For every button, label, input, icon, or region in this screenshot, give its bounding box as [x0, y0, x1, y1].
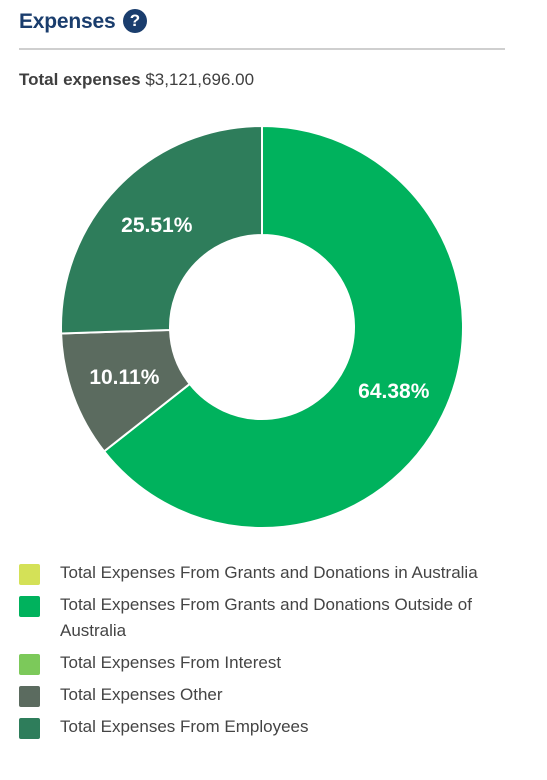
legend-label: Total Expenses Other — [60, 685, 223, 704]
legend-swatch — [19, 718, 40, 739]
total-expenses: Total expenses $3,121,696.00 — [19, 70, 254, 90]
question-circle-icon[interactable]: ? — [123, 9, 147, 33]
legend-item[interactable]: Total Expenses Other — [19, 682, 489, 708]
legend-item[interactable]: Total Expenses From Interest — [19, 650, 489, 676]
section-title: Expenses — [19, 10, 116, 33]
legend-label: Total Expenses From Grants and Donations… — [60, 595, 472, 640]
legend-label: Total Expenses From Interest — [60, 653, 282, 672]
legend-item[interactable]: Total Expenses From Grants and Donations… — [19, 560, 489, 586]
legend-item[interactable]: Total Expenses From Employees — [19, 714, 489, 740]
legend-swatch — [19, 596, 40, 617]
legend-swatch — [19, 686, 40, 707]
slice-data-label: 10.11% — [89, 366, 159, 389]
legend-swatch — [19, 654, 40, 675]
legend-label: Total Expenses From Grants and Donations… — [60, 563, 478, 582]
donut-slice-2[interactable] — [102, 125, 464, 529]
legend-item[interactable]: Total Expenses From Grants and Donations… — [19, 592, 489, 644]
legend-swatch — [19, 564, 40, 585]
donut-chart: 64.38% 10.11% 25.51% — [60, 125, 464, 529]
legend-label: Total Expenses From Employees — [60, 717, 309, 736]
expenses-header: Expenses ? — [19, 8, 505, 50]
slice-data-label: 25.51% — [121, 214, 193, 237]
total-expenses-value: $3,121,696.00 — [145, 70, 255, 89]
donut-slice-5[interactable] — [60, 125, 263, 335]
chart-legend: Total Expenses From Grants and Donations… — [19, 560, 489, 746]
total-expenses-label: Total expenses — [19, 70, 141, 89]
slice-data-label: 64.38% — [358, 380, 430, 403]
